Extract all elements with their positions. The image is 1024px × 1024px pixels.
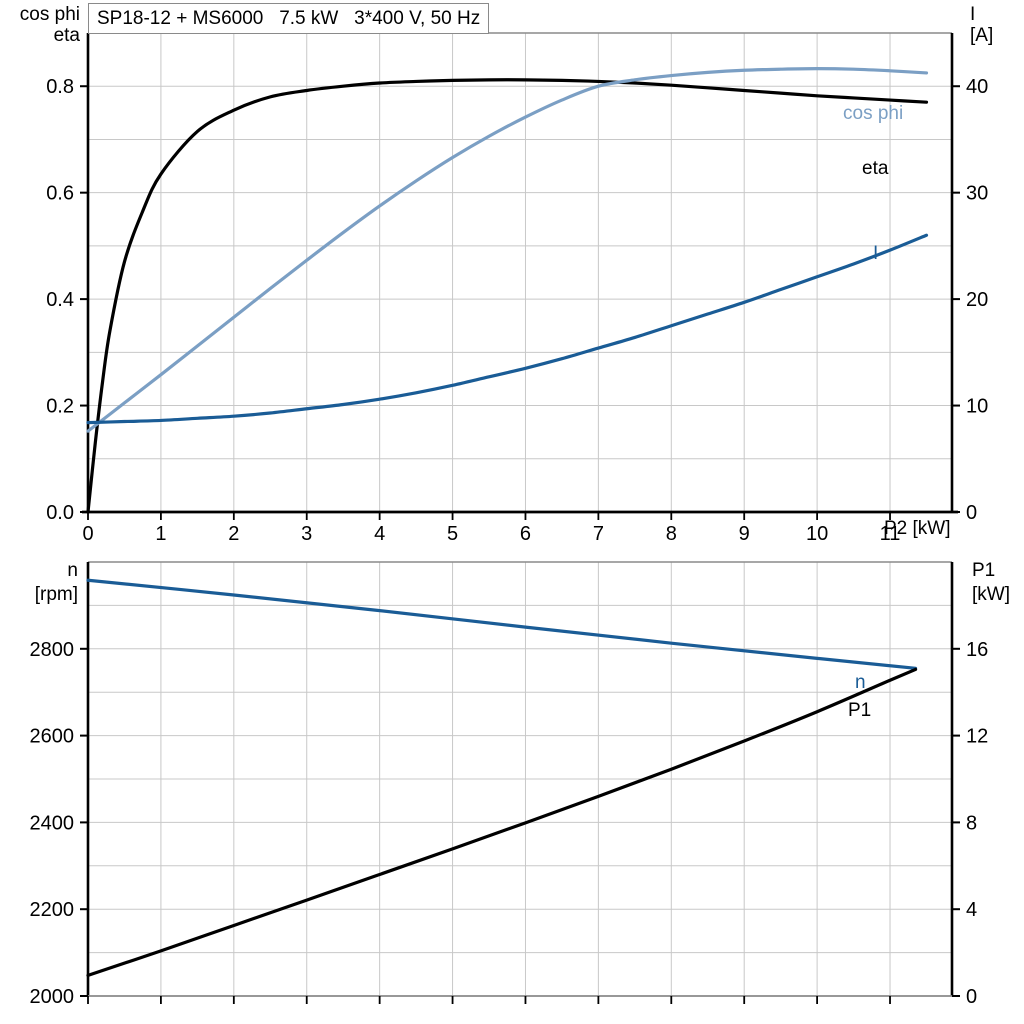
svg-text:7: 7 (593, 523, 604, 545)
bottom-left-axis-title-1: n (67, 560, 78, 581)
svg-text:0.6: 0.6 (46, 183, 74, 205)
curve-label-current: I (873, 243, 879, 264)
svg-text:0: 0 (966, 502, 977, 524)
top-right-axis-title-1: I (970, 4, 976, 25)
series-curve-cos-phi (86, 67, 929, 433)
top-chart-canvas: 0.0 0.2 0.4 0.6 0.8 0 10 20 30 40 0 1 2 3 4 5 6 7 8 9 10 11 (46, 32, 988, 545)
svg-text:0.0: 0.0 (46, 502, 74, 524)
svg-text:0.4: 0.4 (46, 289, 74, 311)
top-right-axis-title-2: [A] (970, 25, 994, 46)
svg-text:8: 8 (966, 812, 977, 834)
top-chart: 0.0 0.2 0.4 0.6 0.8 0 10 20 30 40 0 1 2 3 4 5 6 7 8 9 10 11 S… (19, 3, 994, 545)
curve-label-power-in: P1 (848, 700, 872, 721)
chart-title-box: SP18-12 + MS6000 7.5 kW 3*400 V, 50 Hz (88, 3, 490, 34)
curve-label-speed: n (855, 672, 866, 693)
svg-text:6: 6 (520, 523, 531, 545)
svg-text:16: 16 (966, 639, 988, 661)
svg-text:2000: 2000 (30, 986, 75, 1008)
curve-label-cos-phi: cos phi (843, 103, 904, 124)
series-curve-eta (86, 78, 929, 514)
svg-text:2: 2 (228, 523, 239, 545)
svg-text:5: 5 (447, 523, 458, 545)
top-x-axis-title: P2 [kW] (884, 518, 951, 539)
svg-text:20: 20 (966, 289, 988, 311)
bottom-right-axis-title-2: [kW] (972, 584, 1010, 605)
series-curve-n (86, 578, 918, 670)
bottom-right-axis-title-1: P1 (972, 560, 996, 581)
svg-text:1: 1 (155, 523, 166, 545)
svg-text:12: 12 (966, 726, 988, 748)
svg-text:2600: 2600 (30, 726, 75, 748)
bottom-chart: 2000 2200 2400 2600 2800 0 4 8 12 16 n [rpm] P1 [… (0, 548, 1024, 1024)
svg-text:0.8: 0.8 (46, 76, 74, 98)
svg-text:2800: 2800 (30, 639, 75, 661)
svg-text:0: 0 (966, 986, 977, 1008)
curve-label-eta: eta (862, 158, 889, 179)
svg-text:10: 10 (806, 523, 828, 545)
svg-text:0.2: 0.2 (46, 396, 74, 418)
series-curve-I (86, 233, 929, 425)
svg-text:3: 3 (301, 523, 312, 545)
bottom-left-axis-title-2: [rpm] (34, 584, 78, 605)
svg-text:40: 40 (966, 76, 988, 98)
series-curve-P1 (86, 667, 918, 977)
svg-text:2400: 2400 (30, 812, 75, 834)
svg-text:2200: 2200 (30, 899, 75, 921)
chart-title: SP18-12 + MS6000 7.5 kW 3*400 V, 50 Hz (97, 7, 481, 29)
top-left-axis-title-2: eta (53, 25, 80, 46)
svg-text:0: 0 (82, 523, 93, 545)
svg-text:4: 4 (966, 899, 977, 921)
svg-text:8: 8 (666, 523, 677, 545)
svg-text:4: 4 (374, 523, 385, 545)
svg-text:9: 9 (739, 523, 750, 545)
top-left-axis-title-1: cos phi (19, 4, 80, 25)
svg-text:30: 30 (966, 183, 988, 205)
svg-text:10: 10 (966, 396, 988, 418)
svg-text:11: 11 (880, 523, 901, 545)
bottom-chart-canvas: 2000 2200 2400 2600 2800 0 4 8 12 16 (30, 561, 988, 1008)
